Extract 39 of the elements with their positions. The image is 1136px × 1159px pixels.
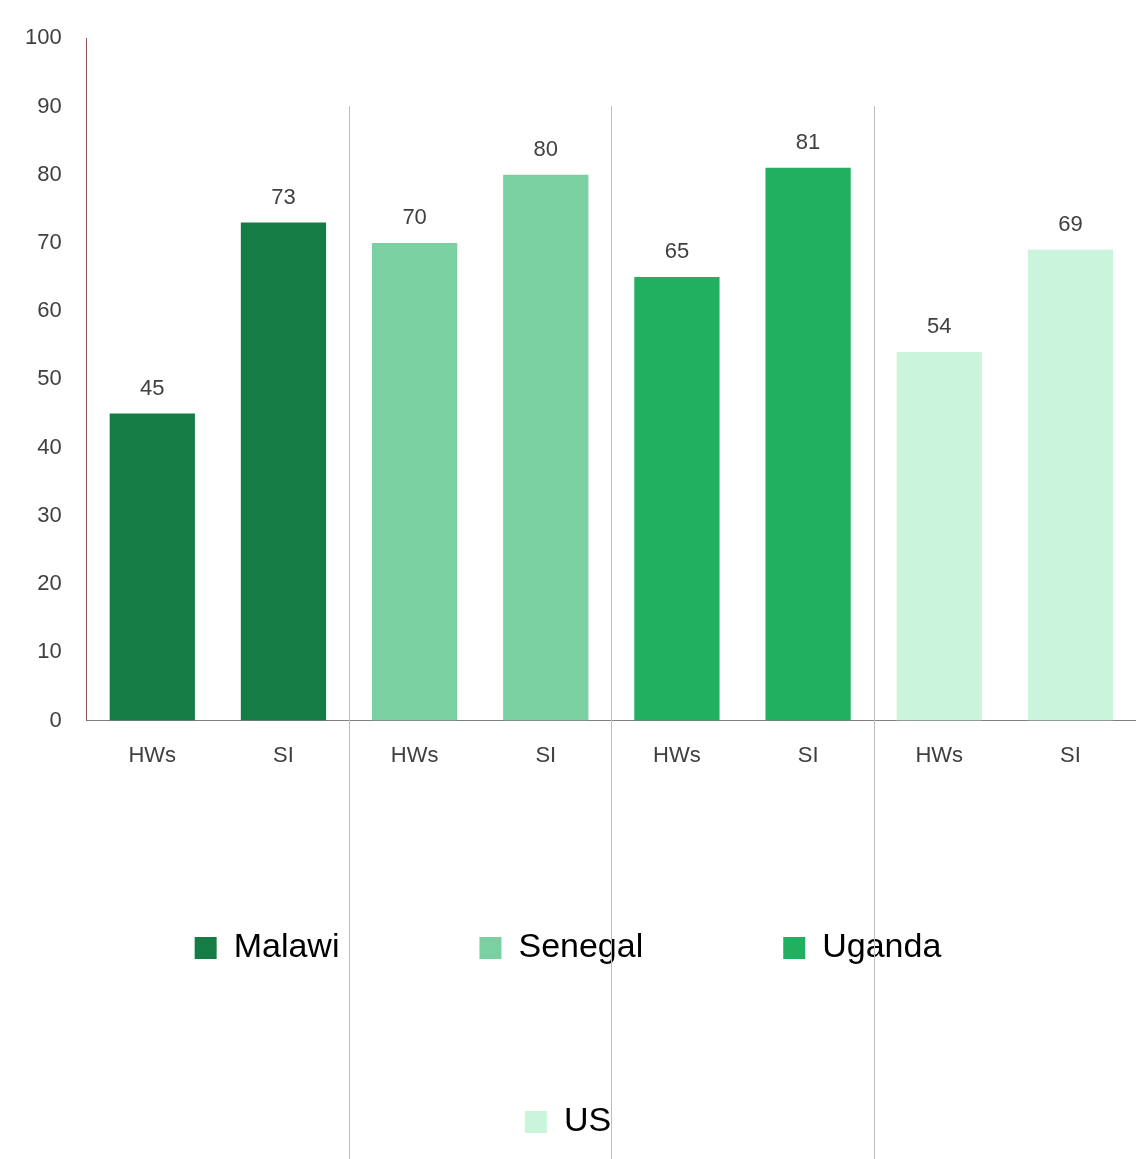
data-label: 70 bbox=[402, 203, 427, 229]
x-tick-label: SI bbox=[1060, 741, 1081, 767]
x-tick-label: HWs bbox=[128, 741, 177, 767]
x-tick-label: SI bbox=[273, 741, 294, 767]
legend-label: US bbox=[563, 1100, 612, 1139]
y-tick-label: 30 bbox=[37, 501, 62, 527]
bar bbox=[1027, 249, 1114, 721]
data-label: 54 bbox=[927, 313, 952, 339]
y-tick-label: 10 bbox=[37, 638, 62, 664]
data-label: 73 bbox=[271, 183, 296, 209]
bar bbox=[371, 242, 458, 721]
legend-label: Senegal bbox=[518, 926, 644, 965]
x-tick-label: HWs bbox=[390, 741, 439, 767]
x-tick-label: SI bbox=[797, 741, 819, 767]
y-tick-label: 20 bbox=[37, 570, 62, 596]
y-tick-label: 70 bbox=[37, 228, 62, 254]
y-tick-label: 90 bbox=[37, 92, 62, 118]
bar bbox=[896, 352, 982, 721]
bar bbox=[503, 174, 589, 721]
y-tick-label: 50 bbox=[37, 365, 62, 391]
data-label: 45 bbox=[140, 374, 165, 400]
y-tick-label: 60 bbox=[37, 297, 62, 323]
y-tick-label: 80 bbox=[37, 160, 62, 186]
x-tick-label: HWs bbox=[653, 741, 701, 767]
legend-label: Malawi bbox=[233, 926, 340, 965]
y-tick-label: 40 bbox=[37, 433, 62, 459]
data-label: 65 bbox=[664, 238, 690, 264]
data-label: 81 bbox=[795, 128, 821, 154]
data-label: 69 bbox=[1058, 210, 1083, 236]
bar bbox=[765, 167, 851, 721]
x-tick-label: SI bbox=[535, 741, 557, 767]
x-tick-label: HWs bbox=[915, 741, 964, 767]
y-tick-label: 0 bbox=[49, 706, 62, 732]
legend-label: Uganda bbox=[822, 926, 942, 965]
data-label: 80 bbox=[533, 135, 559, 161]
bar bbox=[634, 277, 720, 721]
y-tick-label: 100 bbox=[24, 24, 62, 50]
bar bbox=[109, 413, 195, 721]
bar bbox=[240, 222, 327, 721]
